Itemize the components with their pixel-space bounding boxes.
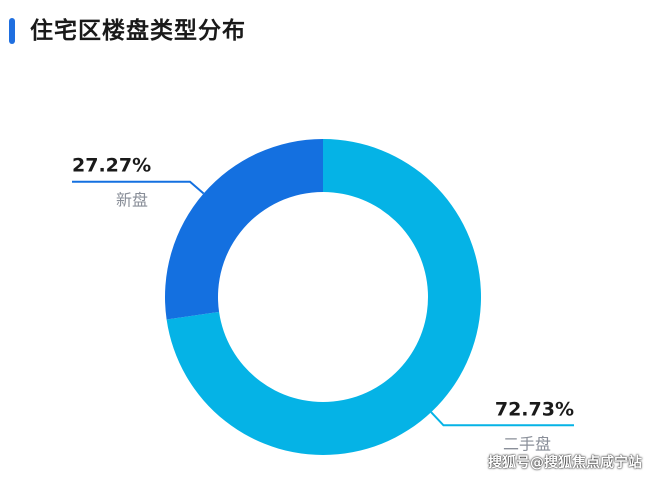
chart-header: 住宅区楼盘类型分布	[0, 0, 656, 64]
chart-title: 住宅区楼盘类型分布	[30, 18, 246, 44]
title-accent-bar	[9, 18, 15, 44]
percent-label-new: 27.27%	[72, 155, 151, 177]
leader-line-new	[72, 180, 205, 195]
watermark: 搜狐号@搜狐焦点咸宁站	[488, 455, 642, 471]
leader-line-resale	[430, 411, 574, 427]
category-label-resale: 二手盘	[503, 434, 551, 453]
donut-slice-new	[165, 139, 323, 320]
percent-label-resale: 72.73%	[495, 398, 574, 420]
category-label-new: 新盘	[116, 191, 148, 210]
donut-slice-resale	[166, 139, 482, 455]
